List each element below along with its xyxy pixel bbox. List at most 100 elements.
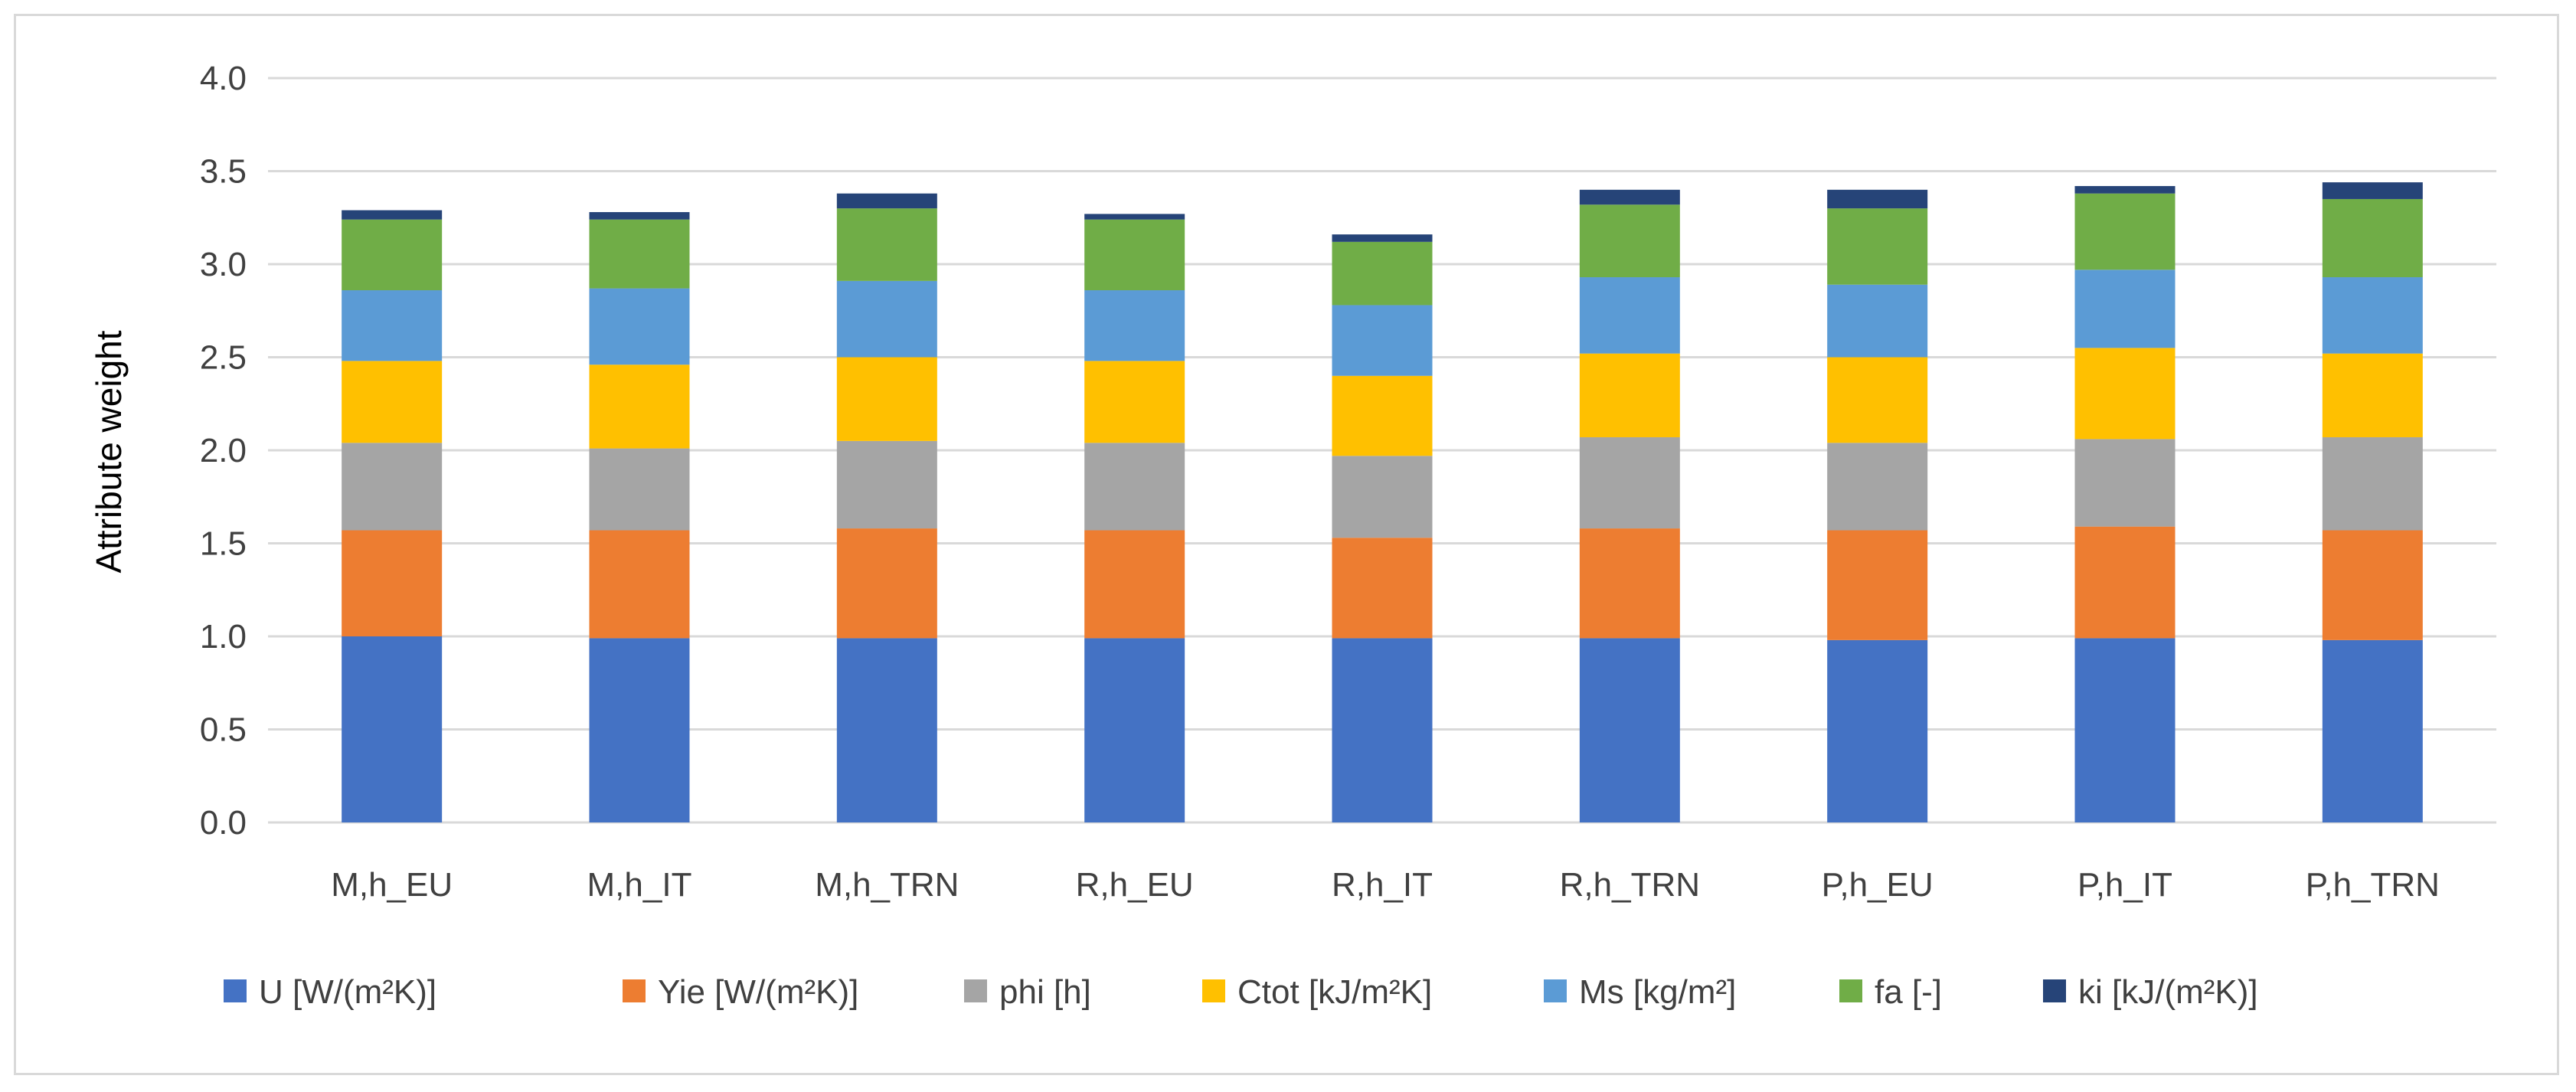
legend-label: Yie [W/(m²K)] bbox=[658, 973, 858, 1011]
x-tick-label: P,h_TRN bbox=[2306, 866, 2440, 904]
bar-segment bbox=[342, 361, 443, 443]
bar-segment bbox=[2074, 185, 2176, 194]
bar-segment bbox=[1084, 214, 1185, 220]
bar-segment bbox=[2074, 348, 2176, 440]
legend-swatch bbox=[224, 979, 247, 1002]
legend-swatch bbox=[2043, 979, 2066, 1002]
bar-segment bbox=[836, 638, 937, 822]
legend-swatch bbox=[1202, 979, 1225, 1002]
bar-segment bbox=[836, 193, 937, 209]
bars bbox=[342, 182, 2423, 822]
legend-label: Ctot [kJ/m²K] bbox=[1237, 973, 1432, 1011]
bar-segment bbox=[2074, 270, 2176, 348]
bar-segment bbox=[342, 210, 443, 220]
y-tick-label: 1.5 bbox=[200, 525, 247, 563]
bar-segment bbox=[589, 211, 690, 220]
x-axis-tick-labels: M,h_EU M,h_IT M,h_TRN R,h_EU R,h_IT R,h_TRN P,… bbox=[331, 866, 2440, 904]
bar-segment bbox=[589, 288, 690, 365]
y-tick-label: 0.5 bbox=[200, 711, 247, 749]
bar-segment bbox=[836, 528, 937, 639]
legend-label: phi [h] bbox=[999, 973, 1091, 1011]
bar-segment bbox=[1579, 638, 1680, 822]
bar-segment bbox=[1579, 189, 1680, 205]
bar-segment bbox=[342, 530, 443, 636]
bar-segment bbox=[589, 638, 690, 822]
legend-swatch bbox=[1544, 979, 1567, 1002]
bar-segment bbox=[2074, 439, 2176, 527]
bar-segment bbox=[1827, 189, 1928, 209]
bar-segment bbox=[1084, 443, 1185, 531]
bar-segment bbox=[836, 280, 937, 358]
bar-segment bbox=[1332, 305, 1433, 376]
bar-segment bbox=[1827, 443, 1928, 531]
legend: U [W/(m²K)] Yie [W/(m²K)] phi [h] Ctot [kJ/… bbox=[224, 973, 2258, 1011]
bar-segment bbox=[1579, 277, 1680, 354]
bar-segment bbox=[836, 208, 937, 281]
bar-segment bbox=[1827, 208, 1928, 285]
bar-segment bbox=[2322, 353, 2423, 437]
bar-segment bbox=[1827, 530, 1928, 640]
x-tick-label: R,h_IT bbox=[1332, 866, 1433, 904]
bar-segment bbox=[1084, 361, 1185, 443]
legend-swatch bbox=[1839, 979, 1862, 1002]
x-tick-label: M,h_TRN bbox=[815, 866, 959, 904]
bar-segment bbox=[589, 219, 690, 289]
bar-segment bbox=[1827, 357, 1928, 443]
bar-segment bbox=[342, 290, 443, 361]
bar-segment bbox=[1827, 284, 1928, 358]
bar-segment bbox=[1084, 638, 1185, 822]
bar-segment bbox=[1084, 530, 1185, 639]
bar-segment bbox=[1084, 290, 1185, 361]
legend-swatch bbox=[964, 979, 987, 1002]
x-tick-label: M,h_EU bbox=[331, 866, 453, 904]
bar-segment bbox=[1332, 241, 1433, 306]
x-tick-label: R,h_EU bbox=[1076, 866, 1194, 904]
bar-segment bbox=[1332, 456, 1433, 538]
bar-segment bbox=[1332, 234, 1433, 242]
x-tick-label: P,h_EU bbox=[1822, 866, 1934, 904]
bar-segment bbox=[2322, 530, 2423, 640]
x-tick-label: M,h_IT bbox=[587, 866, 692, 904]
y-tick-label: 1.0 bbox=[200, 618, 247, 656]
bar-segment bbox=[1332, 638, 1433, 822]
x-tick-label: R,h_TRN bbox=[1560, 866, 1700, 904]
bar-segment bbox=[836, 440, 937, 529]
bar-segment bbox=[1579, 204, 1680, 278]
bar-segment bbox=[1827, 639, 1928, 822]
y-axis-tick-labels: 0.0 0.5 1.0 1.5 2.0 2.5 3.0 3.5 4.0 bbox=[200, 60, 247, 842]
bar-segment bbox=[2322, 639, 2423, 822]
bar-segment bbox=[342, 636, 443, 822]
bar-segment bbox=[2074, 526, 2176, 639]
y-tick-label: 3.0 bbox=[200, 246, 247, 283]
bar-segment bbox=[2322, 277, 2423, 354]
legend-label: ki [kJ/(m²K)] bbox=[2078, 973, 2258, 1011]
x-tick-label: P,h_IT bbox=[2077, 866, 2172, 904]
bar-segment bbox=[2322, 436, 2423, 531]
y-tick-label: 2.5 bbox=[200, 339, 247, 377]
bar-segment bbox=[1332, 375, 1433, 456]
bar-segment bbox=[2074, 638, 2176, 822]
bar-segment bbox=[2074, 193, 2176, 270]
bar-segment bbox=[1579, 528, 1680, 639]
bar-segment bbox=[589, 448, 690, 531]
bar-segment bbox=[1579, 353, 1680, 437]
bar-segment bbox=[1579, 436, 1680, 529]
legend-label: U [W/(m²K)] bbox=[259, 973, 436, 1011]
y-tick-label: 2.0 bbox=[200, 432, 247, 469]
bar-segment bbox=[2322, 198, 2423, 278]
bar-segment bbox=[2322, 182, 2423, 199]
y-tick-label: 3.5 bbox=[200, 153, 247, 191]
y-tick-label: 0.0 bbox=[200, 804, 247, 842]
legend-label: fa [-] bbox=[1875, 973, 1942, 1011]
bar-segment bbox=[589, 365, 690, 449]
bar-segment bbox=[589, 530, 690, 639]
legend-label: Ms [kg/m²] bbox=[1579, 973, 1736, 1011]
y-axis-title: Attribute weight bbox=[89, 330, 129, 573]
bar-segment bbox=[836, 357, 937, 441]
y-tick-label: 4.0 bbox=[200, 60, 247, 97]
bar-segment bbox=[1084, 219, 1185, 291]
bar-segment bbox=[1332, 538, 1433, 639]
bar-segment bbox=[342, 219, 443, 291]
legend-swatch bbox=[623, 979, 646, 1002]
